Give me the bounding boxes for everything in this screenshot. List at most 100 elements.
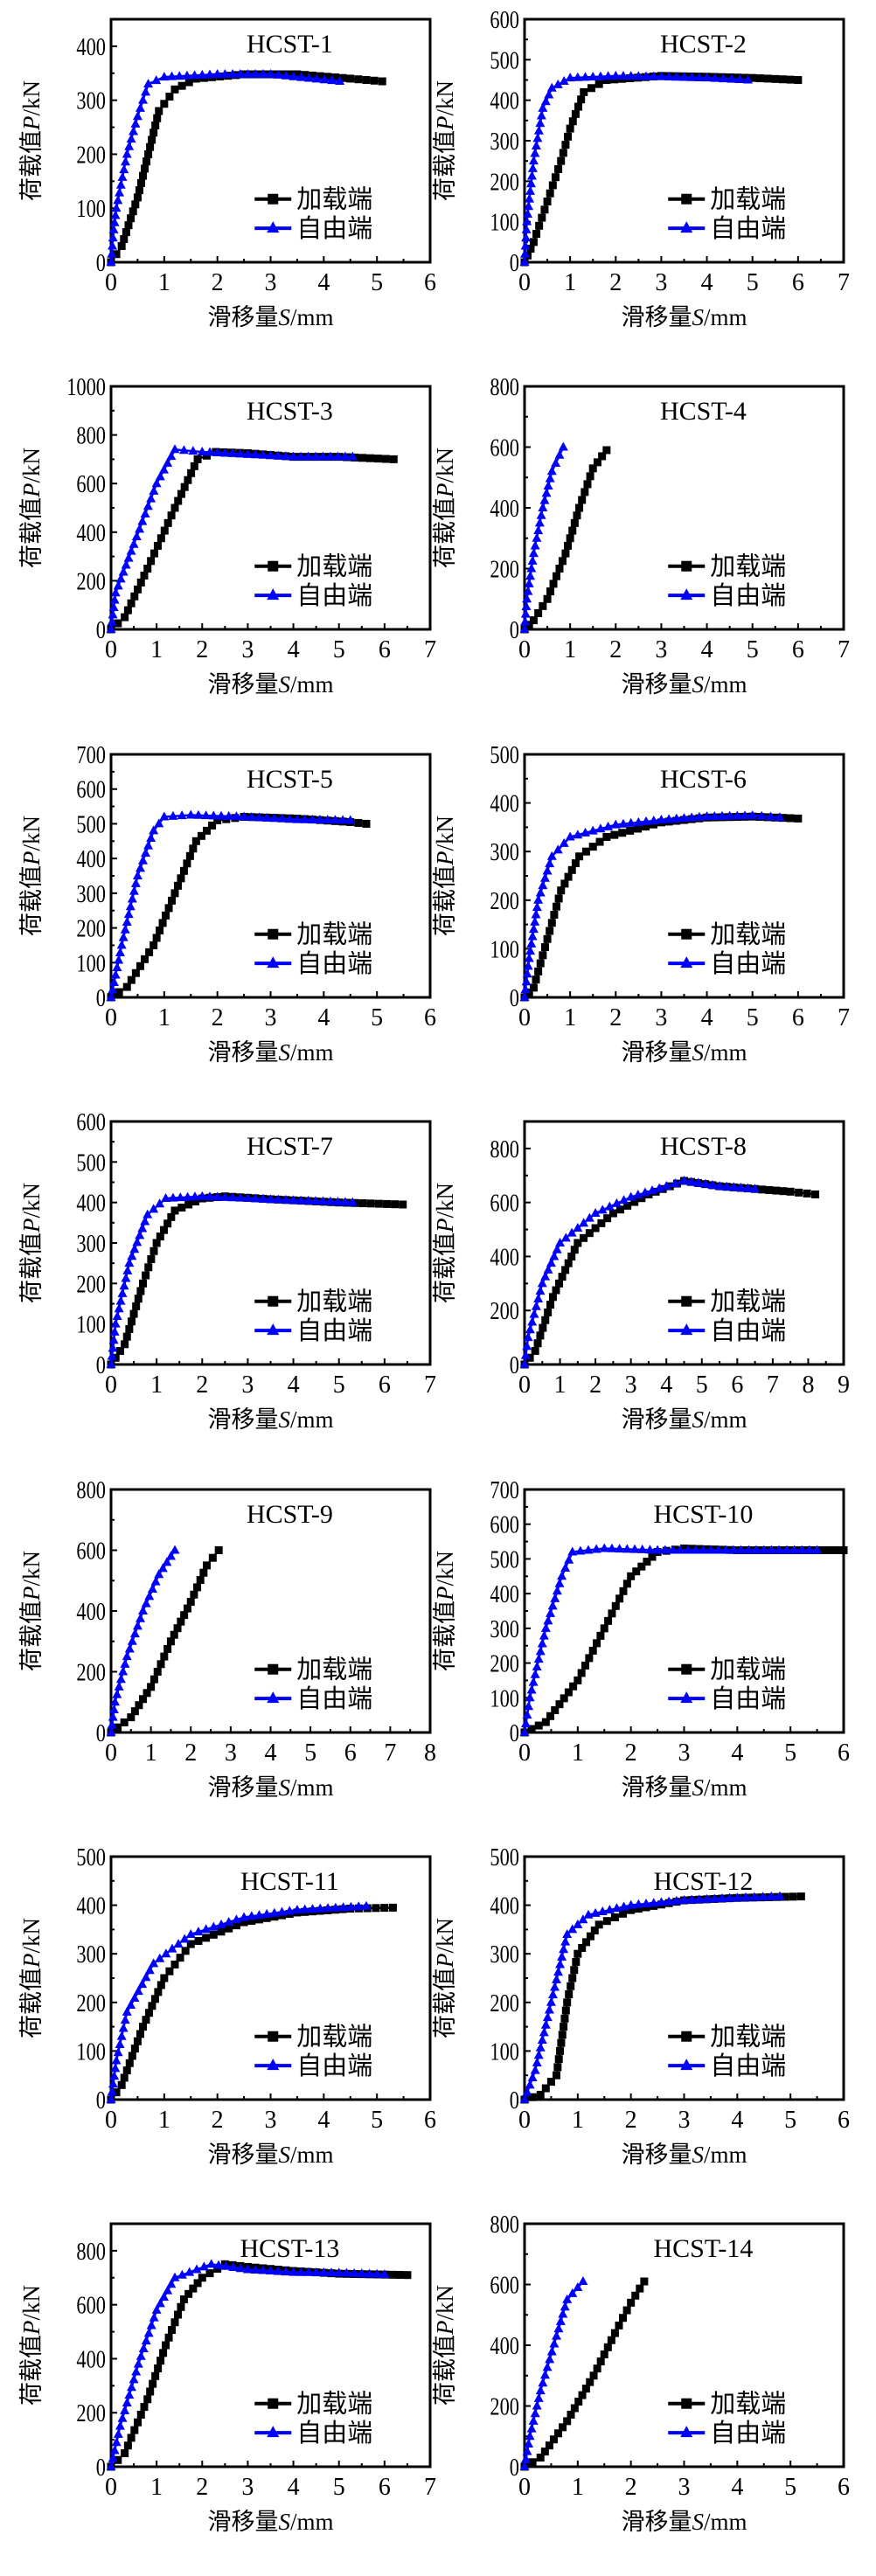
loading-end-marker (362, 819, 371, 828)
loading-end-marker (381, 455, 390, 463)
y-tick-label: 600 (490, 1191, 519, 1218)
x-tick-label: 3 (678, 2107, 691, 2134)
free-end-marker (190, 1191, 200, 1201)
free-end-marker (535, 1645, 546, 1655)
x-tick-label: 2 (212, 1004, 224, 1031)
x-tick-label: 5 (333, 1371, 345, 1399)
free-end-marker (212, 69, 223, 79)
x-tick-label: 6 (792, 269, 804, 296)
free-end-marker (735, 1183, 746, 1192)
free-end-marker (540, 1622, 551, 1632)
legend-loading-end: 加载端 (296, 185, 372, 214)
loading-end-marker (642, 822, 650, 830)
free-end-marker (714, 1181, 725, 1191)
free-end-marker (159, 72, 170, 81)
free-end-marker (120, 2015, 130, 2024)
free-end-marker (718, 73, 728, 83)
free-end-marker (686, 1894, 697, 1904)
x-tick-label: 3 (241, 636, 254, 663)
y-axis-label-unit: /kN (432, 448, 458, 483)
y-axis-label-cn: 荷载值 (18, 1232, 45, 1303)
loading-end-marker (566, 534, 574, 543)
x-tick-label: 2 (184, 1739, 197, 1767)
loading-end-marker (114, 2456, 122, 2465)
x-tick-label: 0 (105, 636, 117, 663)
y-axis-label-cn: 荷载值 (432, 497, 458, 568)
free-end-marker (155, 1953, 165, 1962)
free-end-marker (775, 812, 785, 822)
loading-end-marker (135, 1700, 143, 1709)
loading-end-marker (217, 1927, 226, 1936)
loading-end-marker (619, 2314, 628, 2323)
x-tick-label: 2 (609, 636, 622, 663)
free-end-marker (707, 1180, 718, 1190)
free-end-marker (161, 1948, 171, 1958)
free-end-marker (113, 2047, 123, 2057)
loading-end-marker (568, 1974, 577, 1982)
loading-end-marker (634, 824, 643, 833)
free-end-marker (135, 1230, 145, 1239)
free-end-marker (552, 2330, 561, 2340)
free-end-marker (273, 1194, 283, 1204)
loading-end-marker (122, 982, 131, 991)
loading-end-marker (593, 2364, 601, 2373)
free-end-marker (106, 1726, 116, 1736)
x-tick-label: 4 (731, 2107, 743, 2134)
y-tick-label: 400 (490, 1580, 519, 1607)
free-end-marker (118, 932, 129, 941)
free-end-marker (728, 1182, 739, 1191)
x-axis-label-cn: 滑移量 (621, 304, 692, 330)
x-tick-label: 0 (105, 2107, 117, 2134)
loading-end-marker (586, 472, 594, 481)
free-end-marker (565, 73, 575, 82)
loading-end-marker (632, 1566, 641, 1575)
loading-end-marker (611, 1601, 620, 1610)
free-end-marker (527, 2072, 538, 2081)
x-tick-label: 5 (696, 1371, 708, 1399)
x-tick-label: 0 (105, 269, 117, 296)
free-end-marker (546, 1607, 556, 1617)
free-end-marker (277, 1906, 288, 1916)
free-end-marker (303, 452, 314, 462)
free-end-marker (129, 539, 139, 549)
loading-end-marker (150, 550, 159, 559)
free-end-marker (266, 450, 275, 460)
free-end-marker (289, 2267, 299, 2276)
loading-end-marker (346, 74, 355, 83)
loading-end-marker (121, 1340, 129, 1349)
loading-end-marker (190, 462, 198, 471)
loading-end-marker (308, 71, 316, 80)
loading-end-marker (213, 816, 222, 824)
loading-end-marker (139, 1694, 147, 1703)
y-axis-label-unit: /kN (18, 80, 45, 116)
x-axis-label-cn: 滑移量 (621, 2509, 692, 2535)
free-end-marker (758, 1892, 768, 1901)
loading-end-marker (149, 941, 158, 949)
x-tick-label: 2 (196, 636, 208, 663)
free-end-marker (206, 2259, 217, 2268)
chart-panel-hcst-9: 0 1 2 3 4 5 6 7 8 0 200 400 600 800 滑移量S/mm 荷载值P/kN HCST… (6, 1470, 444, 1837)
legend-free-end: 自由端 (710, 2052, 786, 2080)
loading-end-marker (529, 238, 538, 246)
loading-end-marker (144, 2009, 153, 2017)
free-end-marker (120, 2406, 130, 2415)
y-tick-label: 0 (510, 1352, 519, 1379)
free-end-marker (531, 140, 541, 149)
free-end-marker (166, 2279, 177, 2288)
free-end-marker (107, 248, 117, 258)
loading-end-marker (232, 1921, 240, 1930)
free-end-marker (109, 217, 120, 226)
loading-end-marker (180, 1610, 189, 1619)
loading-end-marker (733, 73, 741, 82)
free-end-marker (106, 2094, 116, 2103)
free-end-marker (670, 1178, 680, 1188)
free-end-marker (170, 1545, 180, 1554)
x-axis-label: 滑移量S/mm (207, 2142, 333, 2168)
loading-end-marker (124, 221, 133, 230)
free-end-marker (573, 830, 583, 839)
free-end-marker (532, 533, 542, 543)
free-end-marker (573, 72, 583, 81)
free-end-marker (250, 1193, 261, 1203)
loading-end-marker (615, 1594, 624, 1602)
y-axis-label-cn: 荷载值 (432, 1232, 458, 1303)
